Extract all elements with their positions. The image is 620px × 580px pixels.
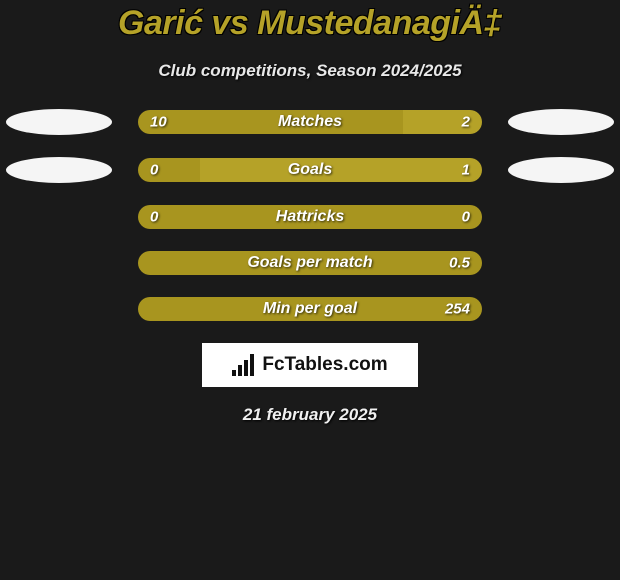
- bar-segment-left: [138, 110, 403, 134]
- stat-label: Goals: [288, 161, 332, 179]
- stat-label: Hattricks: [276, 208, 344, 226]
- team-logo-right: [508, 157, 614, 183]
- source-badge-text: FcTables.com: [262, 354, 387, 376]
- stat-label: Min per goal: [263, 300, 357, 318]
- stat-value-right: 0.5: [449, 255, 470, 272]
- stat-row: Hattricks 0 0: [0, 205, 620, 229]
- team-logo-left: [6, 109, 112, 135]
- comparison-card: Garić vs MustedanagiÄ‡ Club competitions…: [0, 0, 620, 425]
- stat-value-left: 10: [150, 114, 167, 131]
- stat-value-right: 254: [445, 301, 470, 318]
- bar-segment-right: [403, 110, 482, 134]
- date-label: 21 february 2025: [0, 405, 620, 425]
- subtitle: Club competitions, Season 2024/2025: [0, 61, 620, 81]
- stat-value-right: 0: [462, 209, 470, 226]
- bars-icon: [232, 354, 254, 376]
- source-badge[interactable]: FcTables.com: [202, 343, 418, 387]
- stat-label: Goals per match: [247, 254, 372, 272]
- stat-row: Goals per match 0.5: [0, 251, 620, 275]
- stat-value-right: 2: [462, 114, 470, 131]
- stat-bar: Min per goal 254: [138, 297, 482, 321]
- stat-bar: Goals per match 0.5: [138, 251, 482, 275]
- stats-section: Matches 10 2 Goals 0 1 Hattricks 0 0 Goals per ma…: [0, 109, 620, 321]
- stat-value-left: 0: [150, 162, 158, 179]
- bar-segment-right: [200, 158, 482, 182]
- stat-bar: Goals 0 1: [138, 158, 482, 182]
- stat-row: Min per goal 254: [0, 297, 620, 321]
- stat-value-left: 0: [150, 209, 158, 226]
- stat-label: Matches: [278, 113, 342, 131]
- stat-row: Goals 0 1: [0, 157, 620, 183]
- team-logo-right: [508, 109, 614, 135]
- team-logo-left: [6, 157, 112, 183]
- stat-value-right: 1: [462, 162, 470, 179]
- bar-segment-left: [138, 158, 200, 182]
- stat-bar: Hattricks 0 0: [138, 205, 482, 229]
- stat-bar: Matches 10 2: [138, 110, 482, 134]
- page-title: Garić vs MustedanagiÄ‡: [0, 4, 620, 43]
- stat-row: Matches 10 2: [0, 109, 620, 135]
